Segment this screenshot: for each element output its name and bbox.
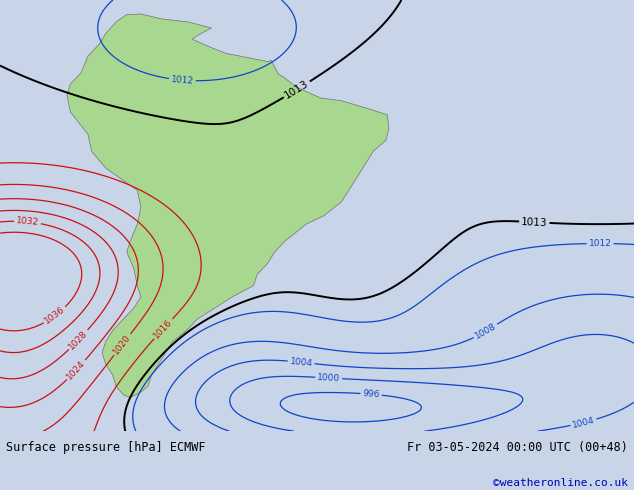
Text: Fr 03-05-2024 00:00 UTC (00+48): Fr 03-05-2024 00:00 UTC (00+48) xyxy=(407,441,628,454)
Polygon shape xyxy=(67,14,389,397)
Text: 1012: 1012 xyxy=(171,74,194,85)
Text: 1024: 1024 xyxy=(65,359,87,381)
Text: 1012: 1012 xyxy=(588,239,612,248)
Text: 1004: 1004 xyxy=(571,416,596,430)
Text: 1032: 1032 xyxy=(16,217,39,227)
Text: 1028: 1028 xyxy=(67,329,89,351)
Text: 1008: 1008 xyxy=(474,321,498,341)
Text: 1013: 1013 xyxy=(283,78,311,100)
Text: 1004: 1004 xyxy=(289,357,313,368)
Text: 996: 996 xyxy=(362,389,380,399)
Text: Surface pressure [hPa] ECMWF: Surface pressure [hPa] ECMWF xyxy=(6,441,206,454)
Text: 1020: 1020 xyxy=(112,333,133,356)
Text: 1000: 1000 xyxy=(317,373,340,383)
Text: 1013: 1013 xyxy=(521,217,548,228)
Text: 1036: 1036 xyxy=(43,305,67,326)
Text: 1016: 1016 xyxy=(152,317,174,340)
Text: ©weatheronline.co.uk: ©weatheronline.co.uk xyxy=(493,478,628,488)
